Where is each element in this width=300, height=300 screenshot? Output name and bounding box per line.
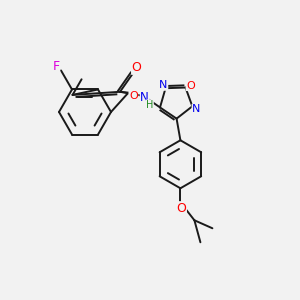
Text: N: N: [192, 104, 200, 114]
Text: N: N: [140, 92, 149, 104]
Text: O: O: [129, 91, 138, 101]
Text: F: F: [52, 60, 60, 73]
Text: O: O: [132, 61, 142, 74]
Text: O: O: [186, 80, 195, 91]
Text: O: O: [176, 202, 186, 215]
Text: H: H: [146, 100, 153, 110]
Text: N: N: [159, 80, 168, 90]
